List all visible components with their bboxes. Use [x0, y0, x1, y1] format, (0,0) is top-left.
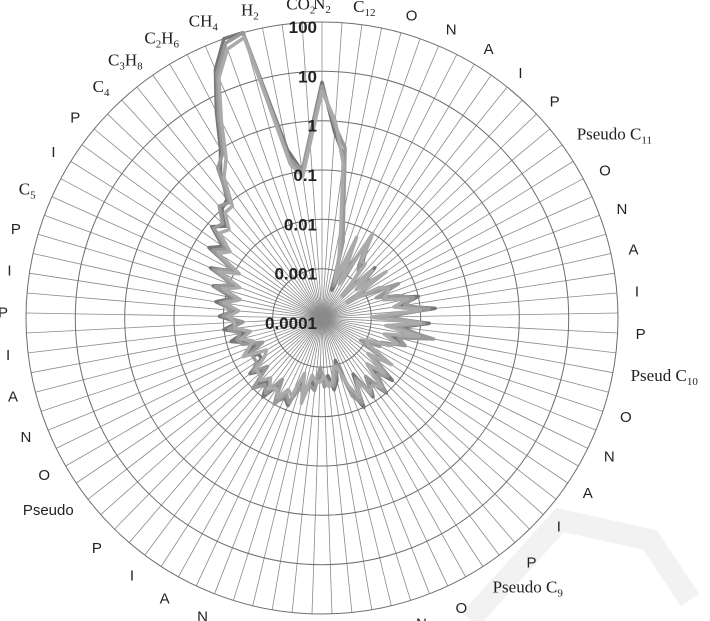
category-label: CO2	[286, 0, 315, 17]
category-label: O	[620, 409, 632, 426]
category-label: P	[92, 540, 102, 557]
watermark-stroke	[461, 507, 700, 621]
category-label: O	[38, 467, 50, 484]
tick-label: 0.001	[274, 265, 317, 284]
category-label: I	[7, 263, 11, 280]
tick-label: 1	[308, 117, 317, 136]
category-label: N	[21, 429, 32, 446]
category-label: A	[160, 591, 170, 608]
grid-ring	[74, 70, 570, 566]
tick-label: 0.0001	[265, 314, 317, 333]
category-label: C5	[19, 179, 36, 201]
category-label: Pseud C10	[631, 366, 699, 388]
tick-label: 0.1	[293, 166, 317, 185]
category-label: P	[0, 305, 8, 322]
category-label: Pseudo C9	[493, 578, 564, 600]
category-label: P	[636, 326, 646, 343]
category-label: C3H8	[108, 50, 143, 72]
category-label: Peud C8	[193, 619, 249, 621]
category-label: P	[70, 110, 80, 127]
category-label: P	[550, 94, 560, 111]
category-label: CH4	[189, 12, 219, 34]
category-label: P	[527, 554, 537, 571]
category-label: Pseudo	[23, 502, 74, 519]
tick-label: 0.01	[284, 215, 317, 234]
tick-label: 10	[298, 67, 317, 86]
category-label: A	[629, 242, 639, 259]
grid-ring	[173, 169, 471, 467]
category-label: O	[456, 600, 468, 617]
category-label: I	[518, 65, 522, 82]
category-label: O	[406, 7, 418, 24]
radar-grid	[25, 21, 619, 615]
category-label: N	[197, 609, 208, 621]
category-label: I	[635, 284, 639, 301]
category-label: I	[6, 347, 10, 364]
grid-rings	[25, 21, 619, 615]
category-label: N	[416, 616, 427, 621]
radial-tick-labels: 0.0001 0.001 0.01 0.1 1 10 100	[265, 18, 317, 333]
category-label: O	[599, 162, 611, 179]
category-label: A	[583, 485, 593, 502]
category-label: I	[557, 519, 561, 536]
grid-ring	[25, 21, 619, 615]
radar-series	[207, 30, 437, 410]
category-label: C2H6	[144, 29, 179, 51]
grid-ring	[124, 120, 520, 516]
category-label: N	[604, 448, 615, 465]
category-label: H2	[241, 0, 259, 22]
category-label: N	[446, 21, 457, 38]
category-label: C12	[353, 0, 375, 19]
tick-label: 100	[289, 18, 317, 37]
category-label: P	[11, 221, 21, 238]
category-label: C4	[93, 77, 110, 99]
category-label: I	[130, 568, 134, 585]
category-label: Pseudo C11	[577, 124, 652, 146]
category-label: N2	[313, 0, 331, 16]
category-label: A	[484, 41, 494, 58]
series-line	[216, 35, 423, 406]
category-label: A	[8, 389, 18, 406]
category-label: I	[51, 144, 55, 161]
spoke-lines	[25, 22, 619, 614]
category-label: N	[617, 201, 628, 218]
